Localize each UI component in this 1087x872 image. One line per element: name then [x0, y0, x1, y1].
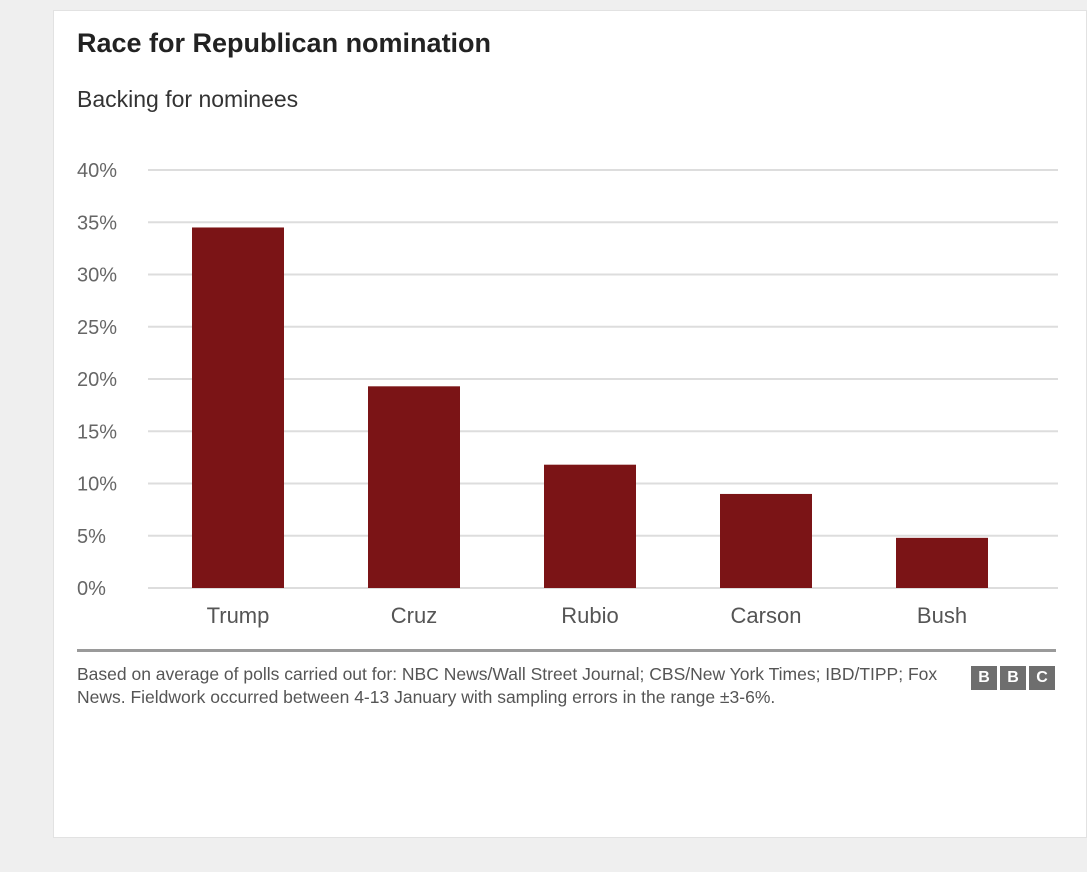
- x-tick-label: Trump: [207, 603, 270, 628]
- x-axis-ticks: Trump Cruz Rubio Carson Bush: [207, 603, 967, 628]
- source-footnote: Based on average of polls carried out fo…: [77, 664, 938, 707]
- footer-divider: [77, 649, 1056, 652]
- x-tick-label: Carson: [731, 603, 802, 628]
- y-tick-label: 25%: [77, 317, 117, 339]
- y-tick-label: 0%: [77, 578, 106, 600]
- bar-carson: [720, 493, 812, 588]
- chart-title: Race for Republican nomination: [77, 28, 492, 58]
- y-tick-label: 10%: [77, 474, 117, 496]
- y-tick-label: 40%: [77, 160, 117, 182]
- bar-bush: [896, 537, 988, 588]
- bars: [192, 227, 988, 588]
- y-axis-ticks: 0% 5% 10% 15% 20% 25% 30% 35% 40%: [77, 160, 117, 600]
- bar-trump: [192, 227, 284, 588]
- x-tick-label: Bush: [917, 603, 967, 628]
- chart-subtitle: Backing for nominees: [77, 86, 299, 112]
- bar-rubio: [544, 464, 636, 588]
- x-tick-label: Cruz: [391, 603, 437, 628]
- y-tick-label: 15%: [77, 421, 117, 443]
- y-tick-label: 5%: [77, 526, 106, 548]
- logo-letter: B: [971, 666, 997, 690]
- x-tick-label: Rubio: [561, 603, 618, 628]
- bbc-logo: B B C: [971, 666, 1055, 690]
- logo-letter: C: [1029, 666, 1055, 690]
- bar-cruz: [368, 386, 460, 588]
- y-tick-label: 35%: [77, 212, 117, 234]
- y-tick-label: 30%: [77, 265, 117, 287]
- y-tick-label: 20%: [77, 369, 117, 391]
- logo-letter: B: [1000, 666, 1026, 690]
